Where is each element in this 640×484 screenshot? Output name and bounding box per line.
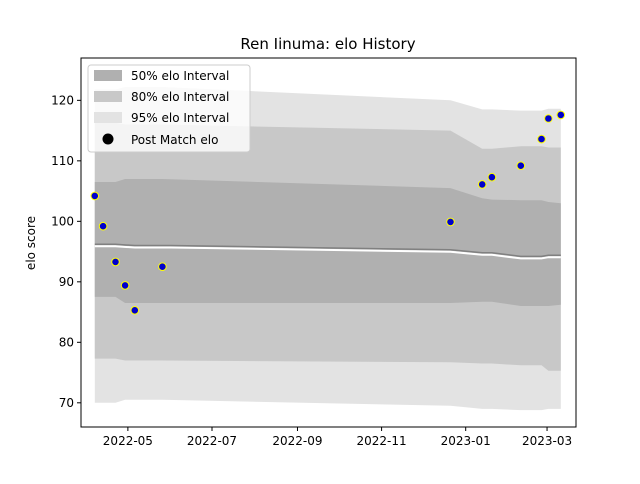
y-axis-label: elo score xyxy=(24,216,38,270)
legend: 50% elo Interval 80% elo Interval 95% el… xyxy=(87,64,251,153)
chart-title: Ren Iinuma: elo History xyxy=(240,35,415,53)
legend-swatch-50 xyxy=(94,70,122,81)
mean-line-group xyxy=(94,243,561,260)
data-point xyxy=(446,217,455,227)
mean-line xyxy=(94,243,561,258)
y-tick-label: 110 xyxy=(51,154,74,168)
data-point xyxy=(90,191,100,201)
data-point xyxy=(537,134,546,144)
legend-swatch-95 xyxy=(94,112,122,123)
data-point xyxy=(158,262,167,272)
data-point xyxy=(516,161,526,170)
plot-frame xyxy=(80,57,577,428)
axes-group: 2022-05 2022-07 2022-09 2022-11 2023-01 2023-… xyxy=(51,93,572,448)
y-tick-label: 90 xyxy=(59,275,74,289)
data-point xyxy=(130,306,140,315)
legend-label-80: 80% elo Interval xyxy=(131,90,229,104)
x-tick-label: 2022-11 xyxy=(357,434,407,448)
points-group xyxy=(90,110,566,315)
interval-bands xyxy=(94,87,561,411)
y-tick-label: 70 xyxy=(59,396,74,410)
legend-label-50: 50% elo Interval xyxy=(131,69,229,83)
legend-box xyxy=(87,64,251,153)
band-50 xyxy=(94,179,561,306)
data-point xyxy=(487,172,497,182)
data-point xyxy=(544,114,553,123)
data-point xyxy=(120,281,130,290)
y-tick-label: 120 xyxy=(51,93,74,107)
legend-label-95: 95% elo Interval xyxy=(131,111,229,125)
data-point xyxy=(98,221,108,231)
mean-line-highlight xyxy=(94,245,561,260)
x-tick-label: 2022-07 xyxy=(187,434,237,448)
y-tick-label: 80 xyxy=(59,335,74,349)
y-tick-label: 100 xyxy=(51,214,74,228)
legend-marker-point xyxy=(102,133,114,145)
x-tick-label: 2023-01 xyxy=(441,434,491,448)
x-tick-label: 2022-05 xyxy=(103,434,153,448)
legend-label-point: Post Match elo xyxy=(131,133,218,147)
data-point xyxy=(111,257,120,267)
legend-swatch-80 xyxy=(94,91,122,102)
data-point xyxy=(477,180,487,189)
x-tick-label: 2022-09 xyxy=(272,434,322,448)
data-point xyxy=(556,110,566,120)
x-tick-label: 2023-03 xyxy=(522,434,572,448)
